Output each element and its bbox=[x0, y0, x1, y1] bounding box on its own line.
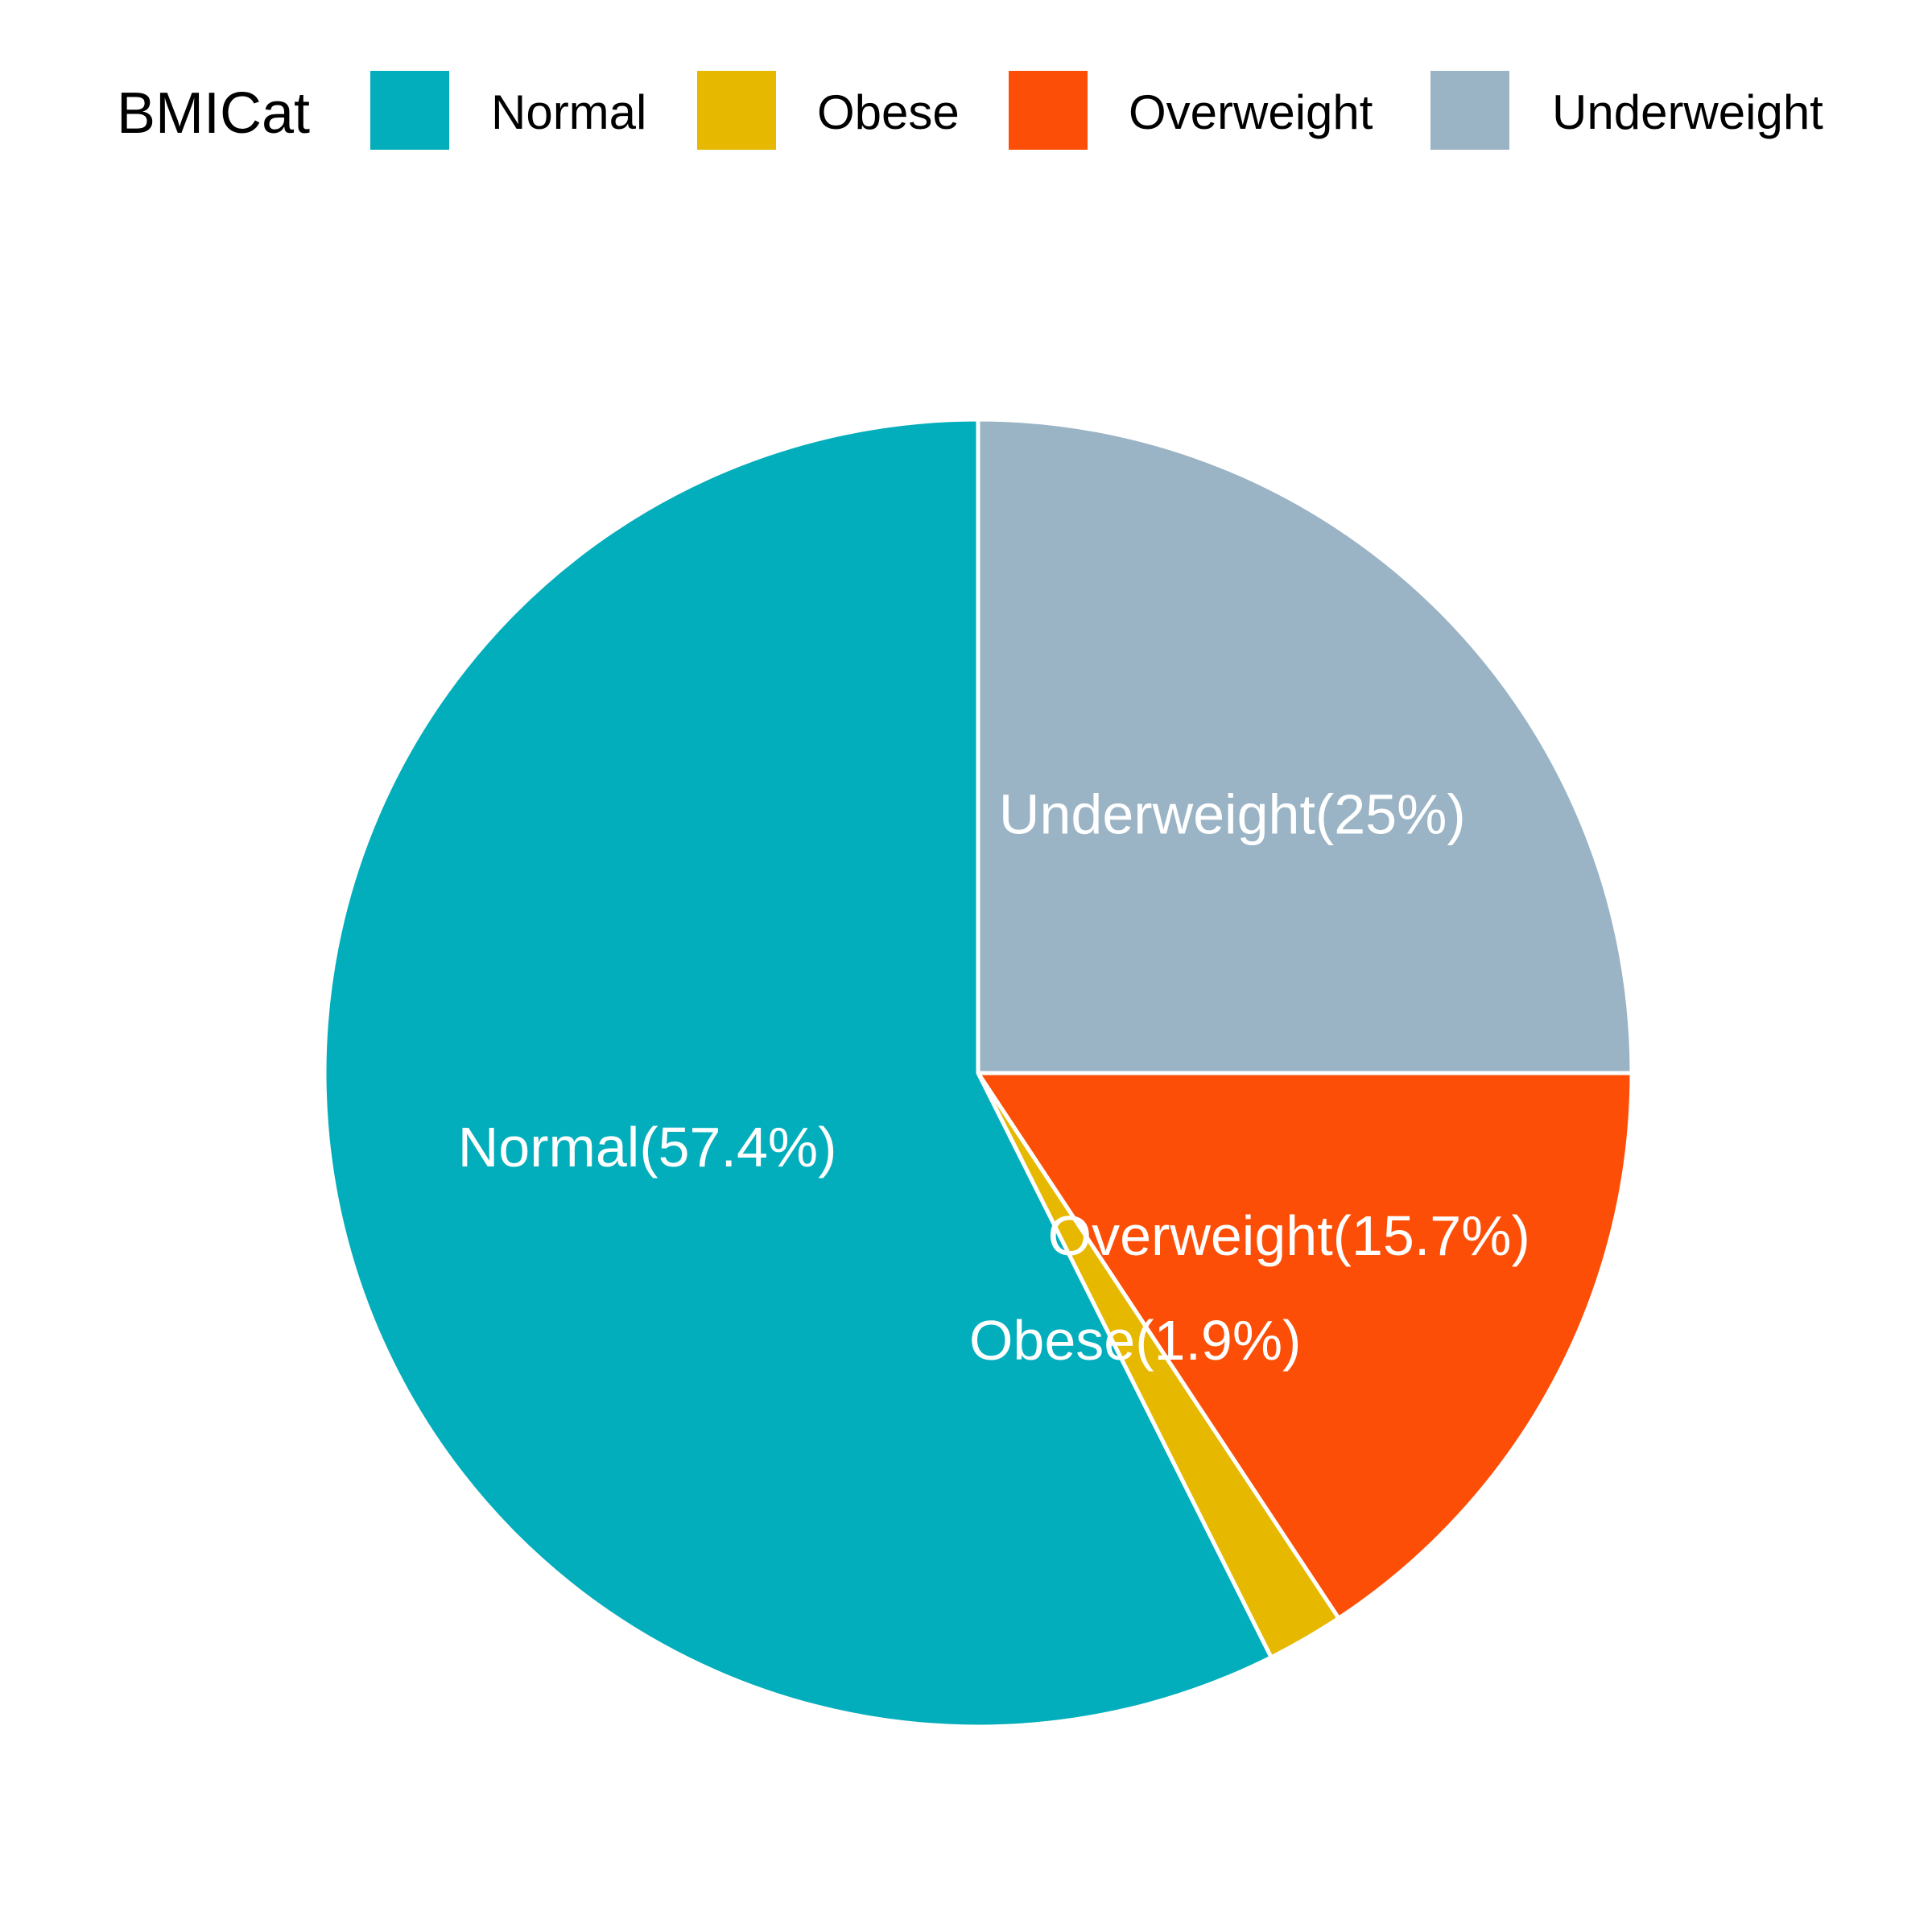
pie-slices bbox=[322, 417, 1634, 1729]
pie-slice-normal bbox=[322, 417, 1274, 1729]
slice-label-underweight: Underweight(25%) bbox=[999, 783, 1466, 846]
legend-label-overweight: Overweight bbox=[1129, 85, 1373, 139]
pie-slice-overweight bbox=[974, 1071, 1634, 1621]
legend-swatch-underweight bbox=[1430, 71, 1509, 150]
slice-label-normal: Normal(57.4%) bbox=[458, 1116, 837, 1179]
legend-label-underweight: Underweight bbox=[1552, 85, 1823, 139]
legend-title: BMICat bbox=[117, 81, 310, 146]
legend-swatch-overweight bbox=[1009, 71, 1088, 150]
legend-swatch-obese bbox=[697, 71, 776, 150]
legend: BMICat Normal Obese Overweight Underweight bbox=[117, 71, 1823, 150]
legend-label-obese: Obese bbox=[817, 85, 960, 139]
legend-label-normal: Normal bbox=[491, 85, 646, 139]
slice-label-overweight: Overweight(15.7%) bbox=[1048, 1204, 1530, 1267]
slice-labels: Underweight(25%) Overweight(15.7%) Obese(1… bbox=[458, 783, 1530, 1372]
legend-swatch-normal bbox=[370, 71, 449, 150]
slice-label-obese: Obese(1.9%) bbox=[969, 1309, 1301, 1372]
pie-slice-underweight bbox=[976, 417, 1634, 1075]
